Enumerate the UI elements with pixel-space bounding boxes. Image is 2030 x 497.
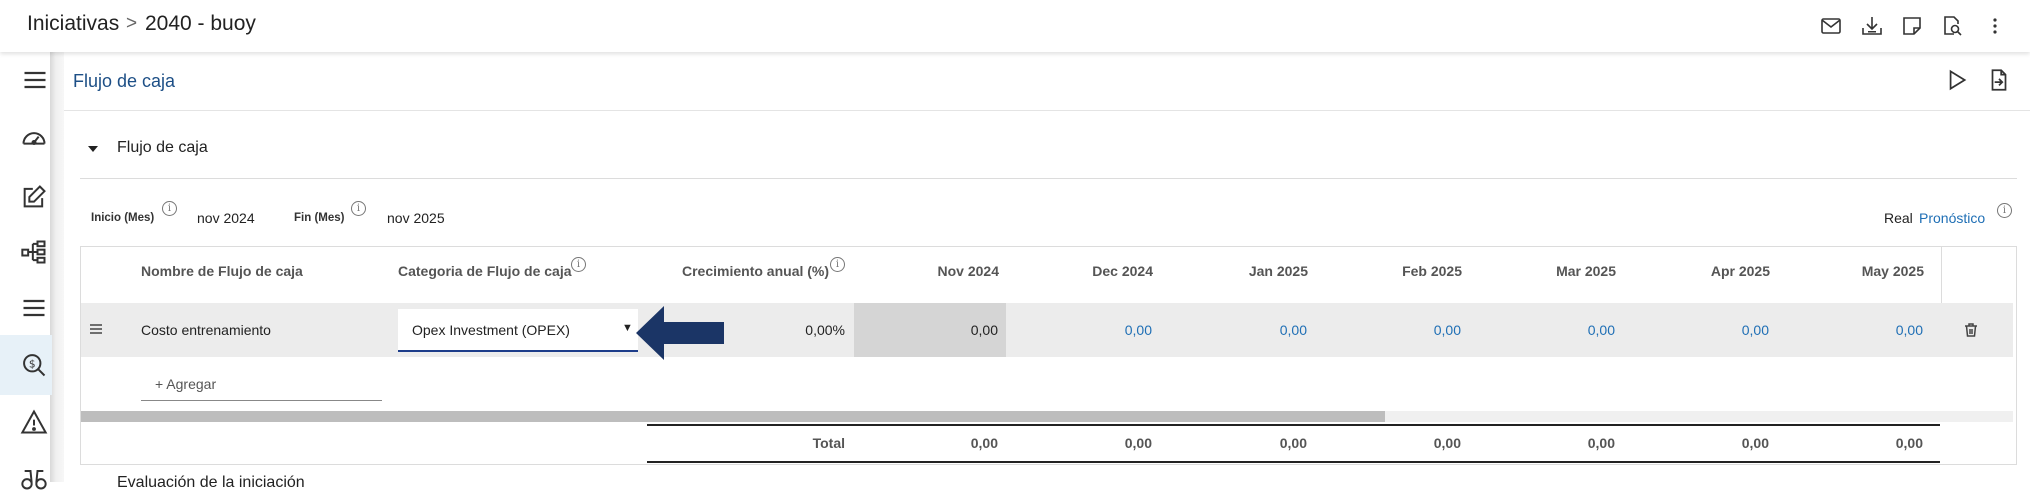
add-row-underline — [141, 400, 382, 401]
more-vertical-icon[interactable] — [1983, 14, 2007, 38]
real-toggle[interactable]: Real — [1884, 210, 1913, 226]
row-value[interactable]: 0,00 — [1895, 322, 1923, 338]
total-value: 0,00 — [970, 435, 998, 451]
info-icon: i — [1997, 203, 2012, 218]
svg-text:$: $ — [29, 358, 36, 370]
totals-bottom-rule — [647, 461, 1940, 463]
page-title: Flujo de caja — [73, 71, 176, 91]
row-growth[interactable]: 0,00% — [805, 322, 845, 338]
start-label: Inicio (Mes) — [91, 212, 155, 224]
start-value[interactable]: nov 2024 — [197, 210, 255, 226]
binoculars-icon[interactable] — [20, 464, 50, 494]
trash-icon[interactable] — [1962, 321, 1980, 339]
column-header-month: Nov 2024 — [937, 263, 999, 279]
column-header-month: Feb 2025 — [1402, 263, 1462, 279]
menu-icon[interactable] — [21, 66, 51, 96]
category-select[interactable]: Opex Investment (OPEX) ▼ — [398, 309, 638, 352]
row-value[interactable]: 0,00 — [1741, 322, 1769, 338]
info-icon: i — [571, 257, 586, 272]
document-search-icon[interactable] — [1940, 14, 1964, 38]
export-document-icon[interactable] — [1986, 67, 2012, 93]
total-label: Total — [812, 435, 845, 451]
column-header-growth: Crecimiento anual (%) — [682, 263, 830, 279]
total-value: 0,00 — [1587, 435, 1615, 451]
pointer-arrow — [636, 306, 726, 360]
info-icon: i — [351, 201, 366, 216]
column-header-month: Jan 2025 — [1248, 263, 1308, 279]
caret-down-icon[interactable] — [86, 142, 100, 156]
breadcrumb-current: 2040 - buoy — [145, 12, 256, 35]
warning-icon[interactable] — [20, 408, 50, 438]
total-value: 0,00 — [1895, 435, 1923, 451]
mail-icon[interactable] — [1819, 14, 1843, 38]
row-value[interactable]: 0,00 — [1279, 322, 1307, 338]
total-value: 0,00 — [1433, 435, 1461, 451]
play-icon[interactable] — [1943, 67, 1969, 93]
end-value[interactable]: nov 2025 — [387, 210, 445, 226]
nov-2024-cell-bg — [854, 303, 1006, 357]
next-section-title[interactable]: Evaluación de la iniciación — [117, 474, 305, 491]
row-value[interactable]: 0,00 — [1124, 322, 1152, 338]
edit-icon[interactable] — [20, 183, 50, 213]
info-icon: i — [830, 257, 845, 272]
forecast-toggle[interactable]: Pronóstico — [1919, 210, 1986, 226]
left-rail — [0, 52, 50, 482]
download-icon[interactable] — [1860, 14, 1884, 38]
section-divider — [80, 178, 2017, 179]
info-icon: i — [162, 201, 177, 216]
dropdown-arrow-icon: ▼ — [622, 322, 633, 334]
column-header-name: Nombre de Flujo de caja — [141, 263, 303, 279]
add-row-button[interactable]: + Agregar — [155, 376, 217, 392]
rail-divider — [50, 52, 64, 482]
total-value: 0,00 — [1124, 435, 1152, 451]
end-label: Fin (Mes) — [294, 212, 345, 224]
speedometer-icon[interactable] — [20, 125, 50, 155]
totals-top-rule — [647, 424, 1940, 426]
row-value[interactable]: 0,00 — [1433, 322, 1461, 338]
column-header-month: May 2025 — [1861, 263, 1924, 279]
rail-active-highlight — [0, 335, 52, 395]
top-bar: Iniciativas > 2040 - buoy — [0, 0, 2030, 52]
hierarchy-icon[interactable] — [20, 238, 50, 268]
scrollbar-thumb[interactable] — [81, 411, 1385, 422]
title-bar: Flujo de caja — [64, 52, 2030, 111]
drag-handle-icon[interactable] — [87, 320, 105, 338]
row-name[interactable]: Costo entrenamiento — [141, 322, 271, 338]
category-select-value: Opex Investment (OPEX) — [412, 322, 570, 338]
row-value: 0,00 — [970, 322, 998, 338]
actions-column-divider — [1941, 247, 1942, 357]
breadcrumb-parent[interactable]: Iniciativas — [27, 12, 120, 35]
total-value: 0,00 — [1741, 435, 1769, 451]
section-title[interactable]: Flujo de caja — [117, 139, 208, 156]
note-icon[interactable] — [1900, 14, 1924, 38]
column-header-month: Mar 2025 — [1556, 263, 1616, 279]
column-header-category: Categoria de Flujo de caja — [398, 263, 572, 279]
total-value: 0,00 — [1279, 435, 1307, 451]
row-value[interactable]: 0,00 — [1587, 322, 1615, 338]
column-header-month: Apr 2025 — [1710, 263, 1770, 279]
search-dollar-icon[interactable]: $ — [20, 351, 50, 381]
breadcrumb-separator: > — [126, 13, 138, 34]
list-icon[interactable] — [20, 294, 50, 324]
cash-flow-table — [80, 246, 2017, 465]
column-header-month: Dec 2024 — [1092, 263, 1153, 279]
